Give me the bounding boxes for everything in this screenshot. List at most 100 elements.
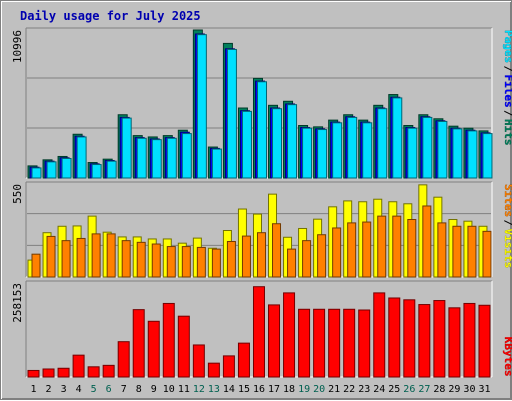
bar-kbytes-day-6 [102, 364, 115, 378]
bar-pages-day-18 [287, 104, 298, 179]
bar-pages-day-13 [211, 148, 222, 179]
bar-sites-day-10 [166, 246, 176, 278]
panel-top: 10996 Pages / Files / Hits [11, 27, 512, 179]
bar-kbytes-day-1 [27, 369, 40, 378]
x-tick-label-8: 8 [136, 384, 142, 395]
max-label-bottom: 258153 [11, 283, 24, 323]
bar-sites-day-14 [226, 240, 236, 278]
legend-hits: Hits [502, 119, 512, 146]
bar-pages-day-7 [121, 117, 132, 179]
x-tick-label-11: 11 [178, 384, 190, 395]
x-tick-label-19: 19 [298, 384, 310, 395]
max-label-middle: 550 [11, 184, 24, 204]
bar-kbytes-day-20 [313, 308, 326, 378]
legend-bottom: KBytes [502, 337, 512, 377]
bar-sites-day-30 [467, 225, 477, 278]
bar-sites-day-6 [106, 233, 116, 278]
x-tick-label-5: 5 [91, 384, 97, 395]
max-label-top: 10996 [11, 30, 24, 63]
x-tick-label-14: 14 [223, 384, 235, 395]
x-tick-label-25: 25 [388, 384, 400, 395]
bar-sites-day-2 [46, 235, 56, 278]
bar-sites-day-21 [332, 227, 342, 278]
legend-files: Files [502, 75, 512, 108]
bar-kbytes-day-28 [433, 300, 446, 378]
bar-sites-day-26 [407, 219, 417, 278]
x-tick-label-1: 1 [31, 384, 37, 395]
bar-pages-day-22 [347, 116, 358, 179]
bar-kbytes-day-12 [192, 344, 205, 378]
bar-sites-day-13 [211, 248, 221, 278]
bar-sites-day-23 [362, 221, 372, 278]
legend-visits: Visits [502, 229, 512, 269]
bar-sites-day-18 [287, 248, 297, 278]
bar-pages-day-25 [392, 97, 403, 179]
x-tick-label-9: 9 [151, 384, 157, 395]
legend-pages: Pages [502, 30, 512, 63]
x-axis-labels: 1 2 3 4 5 6 7 8 9 10 11 12 13 14 15 16 17 18 19 20 21 22 23 24 2… [31, 384, 491, 395]
bar-sites-day-5 [91, 233, 101, 278]
legend-top: Pages / Files / Hits [502, 30, 512, 146]
bar-kbytes-day-24 [373, 292, 386, 378]
bar-pages-day-6 [106, 160, 117, 179]
x-tick-label-4: 4 [76, 384, 82, 395]
x-tick-label-24: 24 [373, 384, 385, 395]
x-tick-label-30: 30 [463, 384, 475, 395]
bar-pages-day-3 [61, 157, 72, 179]
bar-kbytes-day-31 [478, 304, 491, 378]
x-tick-label-20: 20 [313, 384, 325, 395]
bar-pages-day-10 [166, 137, 177, 179]
bar-pages-day-15 [241, 110, 252, 179]
bar-sites-day-29 [452, 225, 462, 278]
panel-middle: 550 Sites / Visits [11, 181, 512, 278]
series-sites [31, 205, 492, 278]
bar-kbytes-day-10 [162, 302, 175, 378]
bar-kbytes-day-16 [252, 286, 265, 378]
bar-sites-day-12 [196, 246, 206, 278]
bar-kbytes-day-21 [328, 308, 341, 378]
bar-kbytes-day-25 [388, 297, 401, 378]
x-tick-label-23: 23 [358, 384, 370, 395]
series-kbytes [27, 286, 491, 378]
x-tick-label-15: 15 [238, 384, 250, 395]
bar-pages-day-9 [151, 139, 162, 179]
bar-pages-day-19 [302, 127, 313, 179]
bar-sites-day-15 [241, 235, 251, 278]
bar-kbytes-day-13 [207, 362, 220, 378]
bar-pages-day-27 [422, 116, 433, 179]
panel-bottom: 258153 KBytes [11, 280, 512, 378]
bar-kbytes-day-22 [343, 308, 356, 378]
x-tick-label-28: 28 [433, 384, 445, 395]
bar-kbytes-day-29 [448, 307, 461, 378]
x-tick-label-22: 22 [343, 384, 355, 395]
bar-sites-day-20 [317, 234, 327, 278]
bar-sites-day-9 [151, 243, 161, 278]
bar-sites-day-3 [61, 240, 71, 278]
x-tick-label-26: 26 [403, 384, 415, 395]
bar-kbytes-day-18 [283, 292, 296, 378]
x-tick-label-3: 3 [61, 384, 67, 395]
bar-kbytes-day-11 [177, 315, 190, 378]
bar-sites-day-11 [181, 246, 191, 278]
bar-pages-day-17 [272, 108, 283, 179]
bar-pages-day-16 [256, 81, 267, 179]
chart-title: Daily usage for July 2025 [20, 9, 201, 23]
legend-separator: / [502, 66, 512, 73]
bar-pages-day-4 [76, 136, 87, 179]
bar-pages-day-30 [467, 130, 478, 179]
bar-kbytes-day-26 [403, 299, 416, 378]
x-tick-label-17: 17 [268, 384, 280, 395]
bar-sites-day-22 [347, 222, 357, 278]
bar-pages-day-20 [317, 129, 328, 179]
bar-sites-day-7 [121, 240, 131, 278]
bar-kbytes-day-5 [87, 366, 100, 378]
bar-pages-day-2 [46, 161, 57, 179]
bar-pages-day-14 [226, 48, 237, 179]
bar-pages-day-8 [136, 137, 147, 179]
x-tick-label-13: 13 [208, 384, 220, 395]
x-tick-label-27: 27 [418, 384, 430, 395]
bar-kbytes-day-4 [72, 354, 85, 378]
x-tick-label-31: 31 [478, 384, 490, 395]
bar-pages-day-24 [377, 108, 388, 179]
